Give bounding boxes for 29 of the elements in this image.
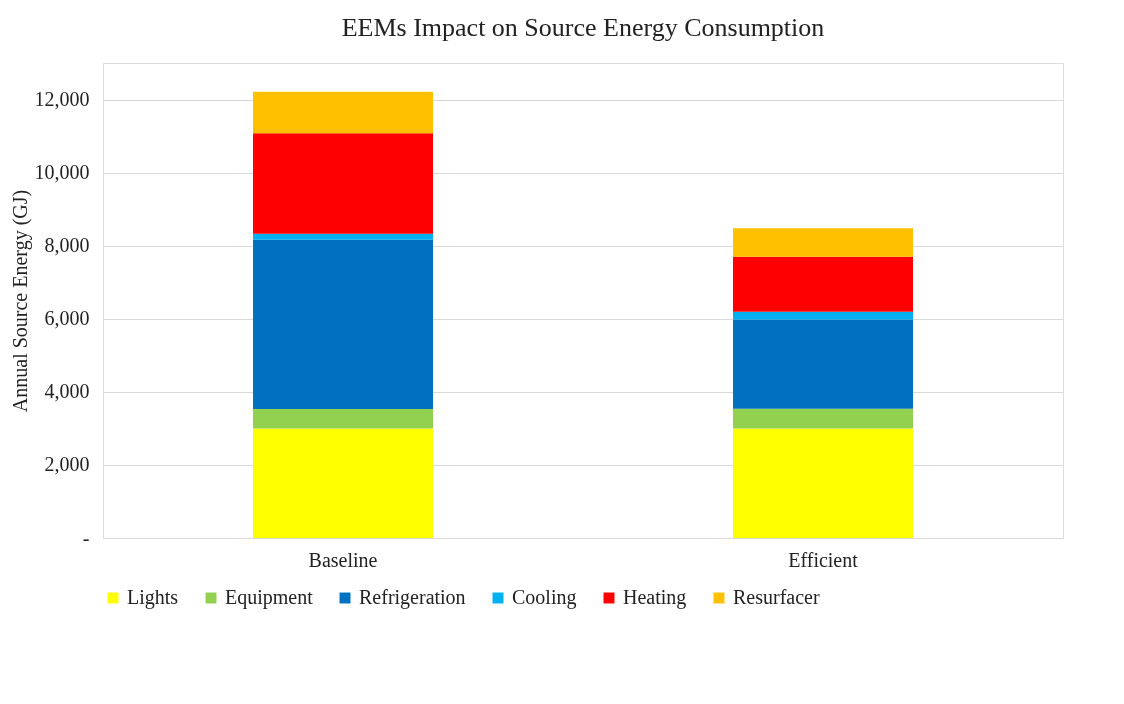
legend-label: Resurfacer <box>733 586 820 608</box>
legend-label: Heating <box>623 586 687 609</box>
y-tick-label: 4,000 <box>44 380 90 403</box>
bar <box>733 256 913 312</box>
x-tick-label: Baseline <box>308 548 378 571</box>
y-tick-label: 10,000 <box>34 161 90 184</box>
bar <box>253 133 433 234</box>
bar <box>733 228 913 257</box>
bar <box>733 311 913 320</box>
chart-title: EEMs Impact on Source Energy Consumption <box>341 13 825 42</box>
bar <box>253 428 433 538</box>
bar <box>733 408 913 429</box>
legend-label: Equipment <box>225 586 314 609</box>
y-tick-label: 12,000 <box>34 88 90 111</box>
legend-label: Cooling <box>512 586 577 609</box>
bar <box>253 91 433 134</box>
y-tick-label: 8,000 <box>44 234 90 257</box>
bar <box>733 428 913 538</box>
bar <box>253 233 433 240</box>
x-tick-label: Efficient <box>788 548 859 571</box>
y-tick-label: 2,000 <box>44 453 90 476</box>
y-tick-label: - <box>82 526 90 549</box>
bar <box>253 409 433 429</box>
bar <box>733 319 913 409</box>
legend-label: Refrigeration <box>359 586 466 609</box>
bar <box>253 239 433 410</box>
y-axis-title: Annual Source Energy (GJ) <box>8 189 32 413</box>
y-tick-label: 6,000 <box>44 307 90 330</box>
legend-label: Lights <box>127 586 179 609</box>
